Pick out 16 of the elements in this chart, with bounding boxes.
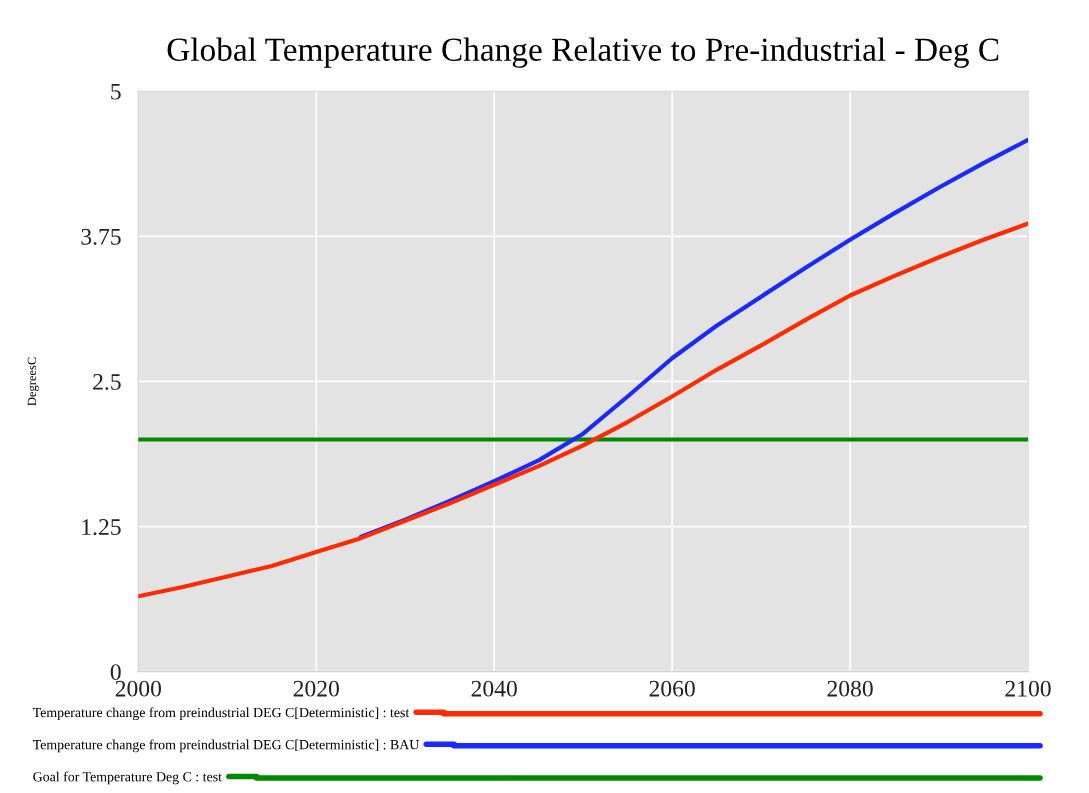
x-tick-label: 2100 <box>1005 680 1051 697</box>
legend-label: Temperature change from preindustrial DEG C[Deterministic] : BAU <box>32 739 420 753</box>
y-tick-label: 2.5 <box>93 373 121 390</box>
legend-label: Goal for Temperature Deg C : test <box>33 771 222 785</box>
y-axis-title: DegreesC <box>27 357 39 406</box>
x-tick-label: 2060 <box>649 680 695 697</box>
x-tick-label: 2000 <box>115 680 162 697</box>
x-tick-label: 2020 <box>293 680 339 697</box>
x-tick-label: 2040 <box>471 680 517 697</box>
y-tick-label: 1.25 <box>82 519 121 536</box>
chart-title: Global Temperature Change Relative to Pre-industrial - Deg C <box>167 37 999 68</box>
y-tick-label: 3.75 <box>81 228 121 245</box>
x-tick-label: 2080 <box>827 680 873 697</box>
y-tick-label: 0 <box>110 664 121 681</box>
legend-label: Temperature change from preindustrial DEG C[Deterministic] : test <box>32 707 410 721</box>
y-tick-label: 5 <box>111 83 121 100</box>
